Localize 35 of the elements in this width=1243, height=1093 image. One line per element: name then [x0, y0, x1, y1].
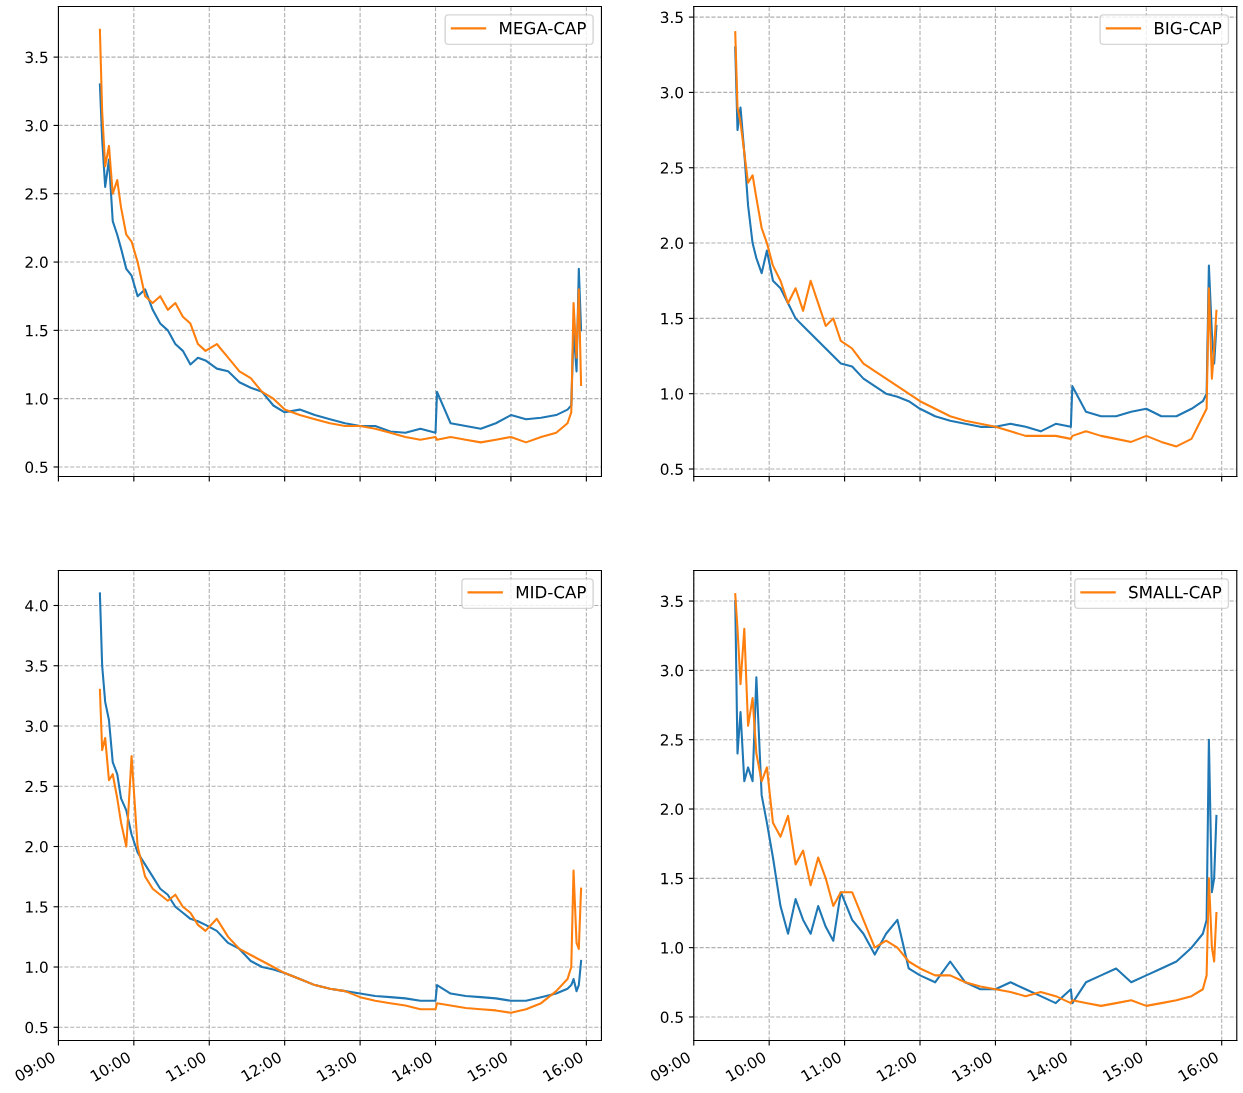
y-tick-label: 2.5: [25, 780, 48, 793]
y-tick-label: 0.5: [25, 1021, 48, 1034]
y-tick-label: 1.5: [26, 901, 48, 913]
y-tick-label: 1.5: [661, 872, 683, 885]
y-tick-label: 3.5: [25, 51, 48, 64]
y-tick-label: 2.0: [660, 803, 684, 816]
y-tick-label: 1.0: [26, 961, 48, 974]
legend-label: BIG-CAP: [1155, 21, 1222, 35]
y-tick-label: 4.0: [25, 599, 48, 612]
y-tick-label: 1.0: [26, 393, 48, 405]
y-tick-label: 1.0: [661, 388, 684, 400]
y-tick-label: 2.5: [25, 188, 48, 200]
legend-label: SMALL-CAP: [1129, 585, 1222, 599]
y-tick-label: 3.0: [25, 720, 48, 733]
y-tick-label: 3.5: [25, 660, 48, 672]
y-tick-label: 3.0: [660, 86, 684, 99]
y-tick-label: 0.5: [25, 461, 48, 474]
y-tick-label: 0.5: [660, 1011, 683, 1023]
y-tick-label: 3.0: [660, 664, 684, 677]
y-tick-label: 2.5: [660, 734, 683, 746]
y-tick-label: 3.5: [660, 595, 683, 608]
legend-label: MID-CAP: [516, 585, 586, 599]
y-tick-label: 1.0: [661, 942, 684, 954]
y-tick-label: 2.0: [25, 256, 48, 269]
y-tick-label: 3.0: [25, 119, 48, 132]
y-tick-label: 1.5: [26, 325, 48, 337]
y-tick-label: 0.5: [660, 463, 683, 476]
y-tick-label: 2.5: [660, 162, 683, 174]
legend-label: MEGA-CAP: [500, 21, 586, 35]
y-tick-label: 3.5: [660, 11, 683, 24]
y-tick-label: 2.0: [660, 237, 684, 250]
line-series: [98, 83, 583, 434]
y-tick-label: 1.5: [661, 313, 683, 325]
y-tick-label: 2.0: [25, 840, 48, 853]
line-series: [98, 688, 583, 1014]
